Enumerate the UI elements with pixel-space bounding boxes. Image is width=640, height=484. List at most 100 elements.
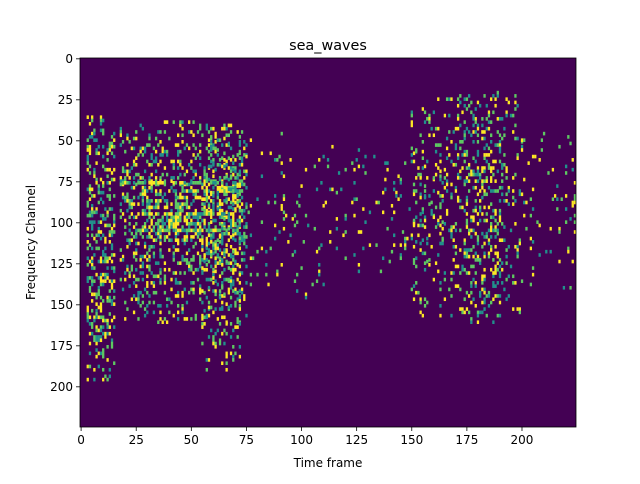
heatmap-cell bbox=[192, 271, 195, 275]
heatmap-cell bbox=[234, 259, 237, 264]
heatmap-cell bbox=[201, 266, 204, 270]
heatmap-cell bbox=[476, 100, 480, 105]
heatmap-cell bbox=[139, 149, 142, 154]
heatmap-cell bbox=[146, 290, 149, 295]
heatmap-cell bbox=[280, 263, 283, 267]
heatmap-cell bbox=[86, 256, 89, 261]
heatmap-cell bbox=[549, 249, 552, 254]
heatmap-cell bbox=[487, 290, 491, 295]
heatmap-cell bbox=[538, 223, 541, 228]
heatmap-cell bbox=[190, 228, 193, 233]
heatmap-cell bbox=[99, 338, 103, 343]
heatmap-cell bbox=[201, 182, 204, 187]
heatmap-cell bbox=[441, 226, 444, 231]
heatmap-cell bbox=[159, 251, 162, 256]
heatmap-cell bbox=[298, 203, 301, 208]
heatmap-cell bbox=[183, 172, 186, 177]
heatmap-cell bbox=[448, 153, 451, 157]
heatmap-cell bbox=[229, 187, 233, 192]
heatmap-cell bbox=[492, 94, 495, 98]
heatmap-cell bbox=[445, 189, 449, 193]
heatmap-cell bbox=[448, 97, 451, 101]
heatmap-cell bbox=[132, 136, 136, 141]
heatmap-cell bbox=[421, 238, 424, 243]
heatmap-cell bbox=[238, 231, 242, 236]
heatmap-cell bbox=[236, 297, 239, 302]
heatmap-cell bbox=[179, 120, 182, 124]
heatmap-cell bbox=[494, 212, 497, 216]
heatmap-cell bbox=[91, 223, 94, 228]
heatmap-cell bbox=[227, 187, 230, 192]
heatmap-cell bbox=[454, 244, 458, 249]
heatmap-cell bbox=[159, 317, 162, 321]
heatmap-cell bbox=[232, 282, 235, 287]
heatmap-cell bbox=[404, 243, 407, 247]
heatmap-cell bbox=[463, 159, 466, 164]
heatmap-cell bbox=[221, 223, 224, 228]
heatmap-cell bbox=[452, 162, 455, 167]
heatmap-cell bbox=[227, 166, 230, 170]
heatmap-cell bbox=[196, 215, 200, 220]
heatmap-cell bbox=[567, 246, 570, 251]
heatmap-cell bbox=[229, 130, 233, 134]
heatmap-cell bbox=[353, 197, 356, 202]
heatmap-cell bbox=[245, 172, 248, 177]
heatmap-cell bbox=[214, 181, 217, 185]
heatmap-cell bbox=[148, 267, 151, 272]
heatmap-cell bbox=[501, 166, 504, 170]
heatmap-cell bbox=[490, 133, 493, 138]
heatmap-cell bbox=[91, 246, 94, 251]
heatmap-cell bbox=[421, 210, 424, 215]
heatmap-cell bbox=[437, 253, 440, 257]
heatmap-cell bbox=[207, 313, 211, 318]
heatmap-cell bbox=[174, 195, 178, 200]
heatmap-cell bbox=[439, 281, 442, 285]
heatmap-cell bbox=[130, 212, 133, 216]
heatmap-cell bbox=[139, 271, 142, 275]
heatmap-cell bbox=[113, 213, 116, 218]
heatmap-cell bbox=[190, 218, 193, 223]
heatmap-cell bbox=[216, 246, 219, 251]
heatmap-cell bbox=[531, 240, 535, 244]
x-axis-label: Time frame bbox=[293, 456, 363, 470]
heatmap-cell bbox=[152, 228, 156, 233]
heatmap-cell bbox=[476, 313, 480, 318]
heatmap-cell bbox=[174, 218, 178, 223]
heatmap-cell bbox=[479, 261, 482, 265]
heatmap-cell bbox=[483, 179, 486, 183]
heatmap-cell bbox=[243, 231, 246, 236]
heatmap-cell bbox=[194, 215, 197, 220]
heatmap-cell bbox=[362, 246, 365, 251]
heatmap-cell bbox=[119, 277, 122, 282]
heatmap-cell bbox=[452, 244, 455, 249]
heatmap-cell bbox=[324, 200, 327, 205]
heatmap-cell bbox=[174, 222, 178, 226]
heatmap-cell bbox=[232, 267, 235, 272]
heatmap-cell bbox=[141, 212, 145, 216]
heatmap-cell bbox=[130, 238, 133, 243]
heatmap-cell bbox=[234, 251, 237, 256]
heatmap-cell bbox=[296, 200, 299, 205]
heatmap-cell bbox=[540, 148, 544, 152]
heatmap-cell bbox=[177, 202, 180, 206]
heatmap-cell bbox=[203, 166, 206, 170]
heatmap-cell bbox=[159, 159, 162, 164]
heatmap-cell bbox=[141, 192, 145, 197]
heatmap-cell bbox=[174, 181, 178, 185]
heatmap-cell bbox=[439, 205, 442, 210]
heatmap-cell bbox=[102, 131, 105, 136]
heatmap-cell bbox=[232, 207, 235, 211]
heatmap-cell bbox=[154, 176, 158, 180]
heatmap-cell bbox=[474, 117, 477, 121]
heatmap-cell bbox=[234, 223, 237, 228]
heatmap-cell bbox=[439, 215, 442, 220]
heatmap-cell bbox=[267, 282, 270, 287]
heatmap-cell bbox=[214, 246, 217, 251]
heatmap-cell bbox=[218, 162, 222, 167]
heatmap-cell bbox=[104, 256, 107, 261]
heatmap-cell bbox=[150, 218, 153, 223]
heatmap-cell bbox=[514, 123, 517, 128]
heatmap-cell bbox=[99, 302, 103, 306]
x-tick-label: 25 bbox=[129, 433, 144, 447]
heatmap-cell bbox=[463, 208, 466, 213]
